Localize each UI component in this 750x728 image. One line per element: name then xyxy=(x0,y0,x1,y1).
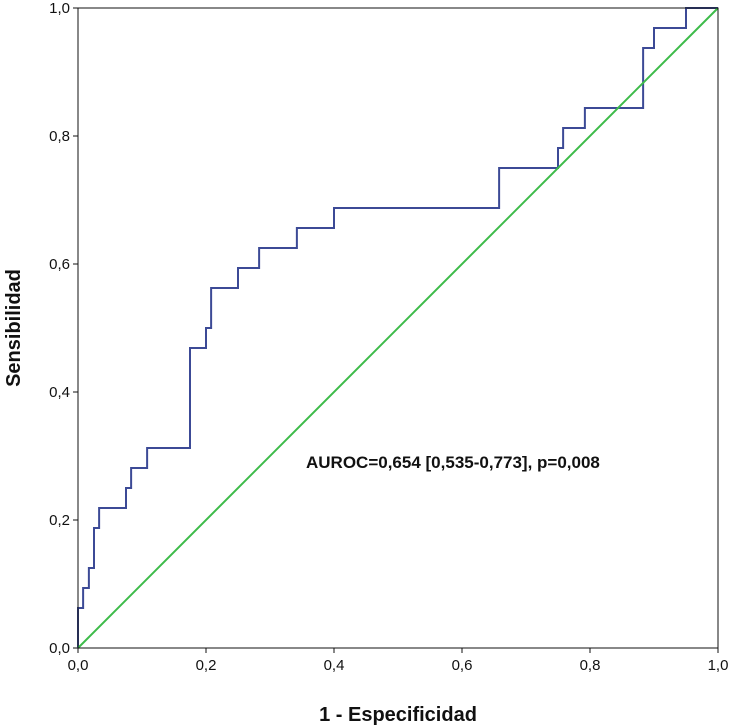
roc-curve-line xyxy=(77,7,718,648)
x-axis-title: 1 - Especificidad xyxy=(319,704,477,726)
y-tick-label: 0,8 xyxy=(49,128,70,145)
y-tick-label: 0,6 xyxy=(49,256,70,273)
plot-frame xyxy=(77,7,719,649)
x-tick-label: 0,0 xyxy=(68,657,89,674)
y-axis-ticks: 0,0 0,2 0,4 0,6 0,8 1,0 xyxy=(49,0,78,657)
auroc-annotation: AUROC=0,654 [0,535-0,773], p=0,008 xyxy=(306,453,600,472)
y-tick-label: 0,2 xyxy=(49,512,70,529)
y-tick-label: 0,4 xyxy=(49,384,70,401)
x-axis-ticks: 0,0 0,2 0,4 0,6 0,8 1,0 xyxy=(68,648,729,674)
y-tick-label: 1,0 xyxy=(49,0,70,17)
x-tick-label: 0,6 xyxy=(452,657,473,674)
y-axis-title: Sensibilidad xyxy=(3,269,25,387)
reference-diagonal-line xyxy=(77,7,719,649)
x-tick-label: 1,0 xyxy=(708,657,729,674)
x-tick-label: 0,8 xyxy=(580,657,601,674)
series-layer xyxy=(77,7,719,649)
y-tick-label: 0,0 xyxy=(49,640,70,657)
x-tick-label: 0,2 xyxy=(196,657,217,674)
x-tick-label: 0,4 xyxy=(324,657,345,674)
